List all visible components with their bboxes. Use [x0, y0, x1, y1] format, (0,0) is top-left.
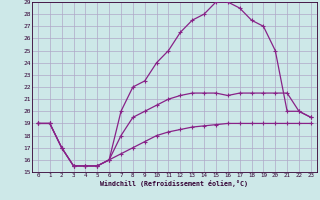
X-axis label: Windchill (Refroidissement éolien,°C): Windchill (Refroidissement éolien,°C)	[100, 180, 248, 187]
